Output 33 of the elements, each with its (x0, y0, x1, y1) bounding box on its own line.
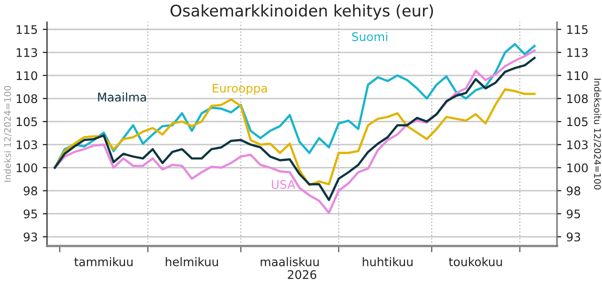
y-tick-label: 113 (16, 48, 38, 58)
y-tick-label: 105 (16, 117, 37, 126)
y-tick-label: 95 (24, 209, 37, 218)
x-tick-label: helmikuu (166, 257, 218, 266)
y-tick-label: 108 (16, 94, 38, 104)
y2-tick-label: 115 (567, 25, 588, 34)
y2-axis-title: Indeksoitu 12/2024=100 (593, 78, 602, 190)
y-tick-label: 93 (24, 232, 38, 242)
y2-tick-label: 108 (567, 94, 588, 104)
text: Suomi (352, 32, 388, 42)
x-tick-label: tammikuu (74, 257, 132, 266)
y2-tick-label: 93 (566, 232, 580, 242)
text: Maailma (98, 92, 146, 102)
chart-title: Osakemarkkinoiden kehitys (eur) (170, 4, 433, 20)
y-tick-label: 100 (16, 163, 38, 172)
x-tick-label: maaliskuu (260, 257, 319, 266)
y2-tick-label: 95 (566, 209, 580, 218)
x-tick-label: huhtikuu (362, 257, 412, 266)
y-tick-label: 110 (16, 71, 38, 80)
y-axis-title: Indeksi 12/2024=100 (4, 86, 12, 182)
y-tick-label: 98 (24, 186, 38, 196)
series-label: Eurooppa (212, 84, 267, 95)
y2-tick-label: 113 (567, 48, 588, 58)
x-axis-title: 2026 (288, 270, 316, 280)
y2-tick-label: 110 (567, 71, 588, 80)
y2-tick-label: 103 (567, 140, 588, 150)
y2-tick-label: 98 (566, 186, 580, 196)
y2-tick-label: 105 (567, 117, 588, 126)
x-tick-label: toukokuu (448, 257, 502, 266)
y-tick-label: 103 (16, 140, 38, 150)
y2-tick-label: 100 (567, 163, 588, 172)
series-label: USA (272, 180, 296, 189)
y-tick-label: 115 (16, 25, 37, 34)
